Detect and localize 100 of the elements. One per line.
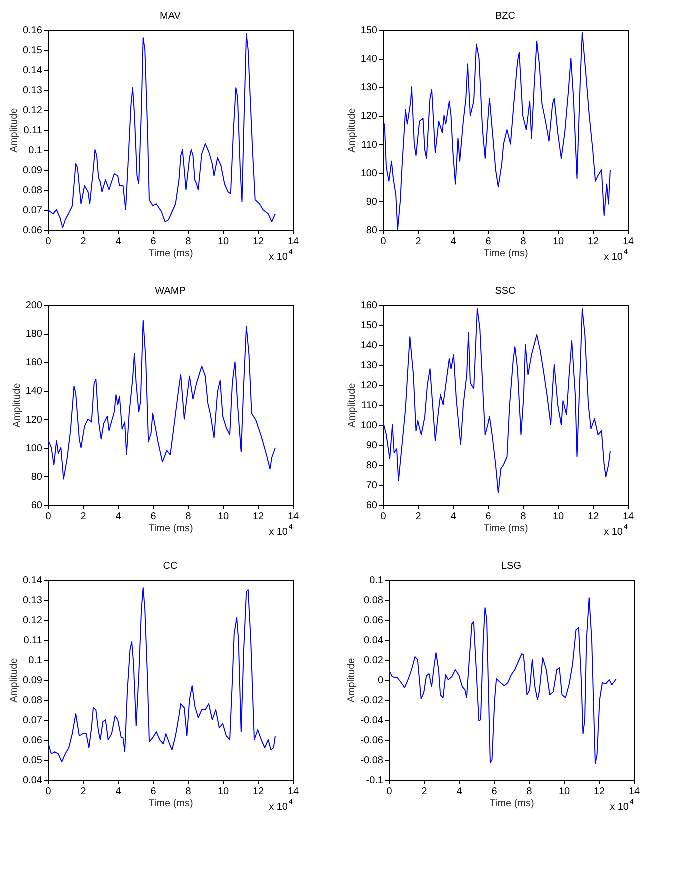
line-series [48, 320, 276, 480]
y-tick-label: 100 [26, 443, 43, 454]
y-tick-label: -0.1 [366, 776, 384, 786]
y-tick-label: 150 [360, 320, 378, 332]
x-tick-label: 14 [288, 512, 300, 522]
x-tick-label: 12 [252, 512, 264, 522]
y-tick-label: 80 [31, 472, 43, 483]
x-axis-title: Time (ms) [490, 798, 534, 810]
x-tick-label: 10 [218, 236, 230, 248]
x-tick-label: 10 [558, 786, 570, 798]
y-tick-label: 90 [366, 196, 378, 208]
line-series [383, 308, 611, 494]
x-tick-label: 4 [450, 512, 457, 522]
y-tick-label: 160 [360, 300, 378, 312]
y-axis-title: Amplitude [346, 658, 358, 703]
y-tick-label: 0.04 [23, 776, 43, 786]
y-tick-label: -0.06 [360, 736, 384, 746]
y-tick-label: 60 [31, 500, 43, 512]
y-tick-label: 0.11 [24, 636, 43, 646]
y-tick-label: 0.13 [23, 596, 43, 606]
x-axis-title: Time (ms) [484, 248, 528, 260]
y-tick-label: 60 [366, 500, 378, 512]
y-tick-label: 0.08 [364, 596, 384, 606]
chart-title: SSC [495, 286, 516, 297]
x-tick-label: 12 [252, 786, 264, 798]
y-tick-label: 160 [26, 358, 43, 369]
x-tick-label: 2 [416, 512, 422, 522]
x-tick-label: 4 [456, 786, 463, 798]
x-axis-title: Time (ms) [484, 524, 528, 534]
y-tick-label: 0.04 [364, 636, 384, 646]
x-tick-label: 2 [416, 236, 422, 248]
x-tick-label: 10 [552, 236, 564, 248]
y-tick-label: 0.09 [23, 676, 43, 686]
x-axis-title: Time (ms) [148, 798, 194, 810]
y-axis-title: Amplitude [12, 382, 23, 428]
y-tick-label: -0.04 [360, 716, 384, 726]
y-tick-label: 0 [378, 676, 384, 686]
x-tick-label: 14 [288, 236, 300, 248]
y-tick-label: 0.08 [23, 696, 43, 706]
chart-title: WAMP [155, 286, 186, 297]
x-tick-label: 6 [486, 236, 492, 248]
y-tick-label: 80 [366, 226, 378, 236]
x-tick-label: 14 [628, 786, 640, 798]
chart-title: LSG [501, 561, 522, 572]
x-tick-label: 12 [252, 236, 264, 248]
y-tick-label: 0.1 [370, 576, 384, 586]
x-tick-label: 0 [386, 786, 393, 798]
x-tick-label: 2 [422, 786, 428, 798]
x-tick-label: 8 [526, 786, 533, 798]
y-tick-label: 0.08 [23, 186, 43, 196]
y-tick-label: -0.02 [360, 696, 384, 706]
y-tick-label: 0.12 [23, 616, 43, 626]
y-tick-label: 0.13 [23, 86, 43, 96]
x-tick-label: 10 [218, 512, 230, 522]
x-tick-label: 14 [622, 512, 634, 522]
x-tick-label: 2 [80, 512, 87, 522]
y-axis-title: Amplitude [9, 658, 20, 703]
chart-title: CC [163, 561, 178, 572]
y-tick-label: 90 [366, 440, 378, 452]
y-tick-label: 0.14 [23, 576, 43, 586]
y-tick-label: 140 [26, 386, 43, 398]
y-tick-label: 100 [360, 168, 378, 180]
x-tick-label: 6 [150, 236, 157, 248]
y-tick-label: 0.07 [23, 206, 43, 216]
y-tick-label: 0.15 [23, 46, 43, 56]
x-tick-label: 8 [186, 236, 192, 248]
x-tick-label: 8 [520, 236, 527, 248]
y-tick-label: 0.07 [23, 716, 43, 726]
y-tick-label: 110 [362, 140, 378, 151]
x-tick-label: 12 [588, 512, 600, 522]
y-tick-label: 120 [26, 414, 43, 426]
y-tick-label: 0.14 [23, 66, 43, 76]
x-tick-label: 4 [116, 786, 122, 798]
y-tick-label: 70 [366, 480, 378, 492]
x-axis-title: Time (ms) [148, 524, 194, 534]
x-tick-label: 6 [150, 786, 157, 798]
y-tick-label: 130 [360, 82, 378, 94]
y-tick-label: 0.02 [364, 656, 384, 666]
line-series [48, 34, 276, 228]
y-tick-label: 0.1 [28, 656, 43, 666]
y-tick-label: 0.06 [23, 736, 43, 746]
y-tick-label: -0.08 [360, 756, 384, 766]
y-tick-label: 0.09 [23, 166, 43, 176]
x-tick-label: 0 [46, 512, 52, 522]
y-tick-label: 0.06 [364, 616, 384, 626]
x-tick-label: 8 [186, 512, 192, 522]
y-axis-title: Amplitude [346, 382, 358, 428]
x-tick-label: 0 [46, 786, 52, 798]
x-tick-label: 2 [80, 786, 87, 798]
y-tick-label: 0.16 [23, 26, 43, 36]
y-tick-label: 0.12 [23, 106, 43, 116]
y-tick-label: 140 [360, 54, 378, 66]
x-tick-label: 2 [80, 236, 87, 248]
x-tick-label: 14 [622, 236, 634, 248]
x-tick-label: 4 [116, 236, 122, 248]
y-tick-label: 0.06 [23, 226, 43, 236]
x-tick-label: 12 [588, 236, 600, 248]
x-tick-label: 0 [46, 236, 52, 248]
x-tick-label: 4 [116, 512, 122, 522]
y-tick-label: 180 [26, 329, 43, 340]
